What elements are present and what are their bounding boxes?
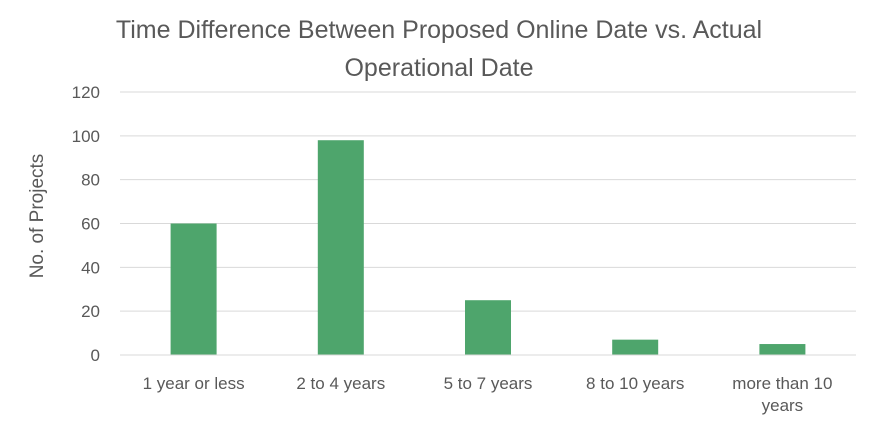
chart-title-line-1: Time Difference Between Proposed Online … (115, 16, 763, 44)
x-tick-label: years (762, 396, 804, 415)
y-tick-label: 80 (81, 171, 100, 190)
x-tick-label: 8 to 10 years (586, 374, 684, 393)
bar (465, 300, 511, 355)
y-tick-label: 40 (81, 258, 100, 277)
x-tick-label: more than 10 (732, 374, 832, 393)
x-tick-label: 5 to 7 years (444, 374, 533, 393)
y-tick-label: 120 (72, 83, 100, 102)
y-tick-label: 60 (81, 215, 100, 234)
bar (759, 344, 806, 355)
bar (317, 140, 364, 355)
y-tick-label: 20 (81, 302, 100, 321)
x-tick-label: 2 to 4 years (296, 374, 385, 393)
bar (612, 339, 659, 355)
y-tick-label: 0 (91, 346, 100, 365)
x-tick-label: 1 year or less (143, 374, 245, 393)
y-tick-label: 100 (72, 127, 100, 146)
chart-title-line-2: Operational Date (344, 54, 534, 82)
bar (170, 223, 217, 355)
